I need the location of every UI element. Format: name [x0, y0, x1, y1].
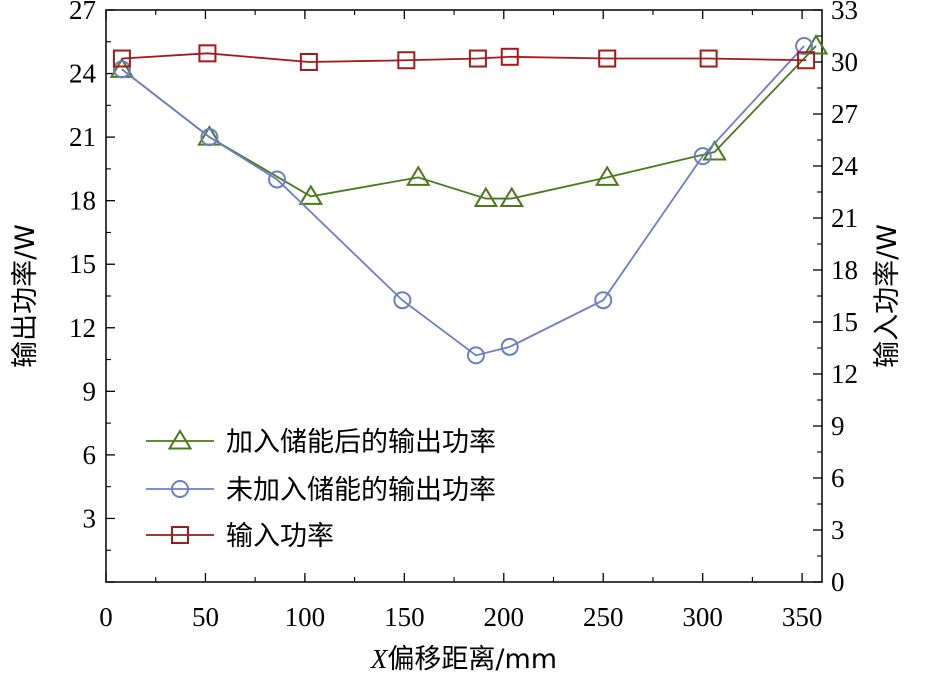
y-right-tick-label: 21: [831, 203, 858, 233]
y-right-tick-label: 9: [831, 411, 845, 441]
data-point: [500, 337, 519, 356]
x-tick-label: 200: [484, 602, 525, 632]
x-tick-label: 300: [682, 602, 723, 632]
legend-label: 输入功率: [226, 521, 334, 552]
ticks: [105, 9, 822, 583]
y-right-tick-label: 6: [831, 463, 845, 493]
legend-marker: [171, 526, 189, 544]
data-point: [594, 165, 620, 186]
data-point: [198, 44, 217, 63]
y-right-tick-label: 3: [831, 515, 845, 545]
series-layer: [109, 34, 829, 365]
x-tick-label: 50: [192, 602, 219, 632]
data-point: [468, 49, 487, 68]
x-axis-title: X偏移距离/mm: [370, 644, 557, 675]
y-right-tick-label: 30: [831, 47, 858, 77]
data-point: [112, 49, 131, 68]
data-point: [803, 34, 829, 55]
data-point: [473, 186, 499, 208]
series-line: [121, 45, 805, 357]
y-left-tick-label: 27: [69, 0, 96, 25]
y-left-tick-label: 3: [83, 503, 97, 533]
x-axis-title-rest: 偏移距离/mm: [387, 644, 557, 675]
y-right-tick-label: 12: [831, 359, 858, 389]
y-right-tick-label: 27: [831, 99, 858, 129]
x-tick-label: 100: [285, 602, 326, 632]
y-axis-left-title: 输出功率/W: [10, 224, 41, 368]
data-point: [598, 49, 617, 68]
tick-labels: 0 50 100 150 200 250 300 350 3 6 9 12 15 18 21 24 27 0 3 6 9…: [69, 0, 859, 632]
data-point: [693, 147, 712, 166]
x-tick-label: 350: [782, 602, 823, 632]
legend-label: 未加入储能的输出功率: [226, 475, 496, 506]
x-axis-variable: X: [370, 644, 389, 674]
y-left-tick-label: 9: [83, 376, 97, 406]
data-point: [405, 165, 431, 186]
data-point: [268, 170, 287, 189]
y-right-tick-label: 18: [831, 255, 858, 285]
series-circle: [112, 37, 814, 365]
data-point: [112, 60, 131, 79]
data-point: [499, 186, 524, 208]
y-right-tick-label: 24: [831, 151, 859, 181]
y-left-tick-label: 24: [69, 59, 97, 89]
y-left-tick-label: 6: [83, 440, 97, 470]
data-point: [466, 346, 485, 365]
legend-marker: [167, 429, 193, 450]
legend-item: 加入储能后的输出功率: [146, 427, 496, 458]
y-left-tick-label: 18: [69, 186, 96, 216]
x-tick-label: 0: [99, 602, 113, 632]
data-point: [594, 291, 613, 310]
legend-item: 输入功率: [146, 521, 334, 552]
y-left-tick-label: 21: [69, 122, 96, 152]
data-point: [393, 291, 412, 310]
series-square: [112, 44, 816, 71]
y-right-tick-label: 33: [831, 0, 858, 25]
data-point: [795, 37, 814, 56]
data-point: [397, 51, 416, 70]
x-tick-label: 150: [384, 602, 425, 632]
data-point: [200, 128, 219, 147]
series-triangle: [109, 34, 829, 208]
y-right-tick-label: 0: [831, 567, 845, 597]
series-line: [121, 45, 817, 200]
y-axis-right-title: 输入功率/W: [872, 224, 903, 368]
data-point: [797, 51, 816, 70]
series-line: [121, 52, 807, 63]
x-tick-label: 250: [583, 602, 624, 632]
legend-item: 未加入储能的输出功率: [146, 475, 496, 506]
y-left-tick-label: 15: [69, 249, 96, 279]
y-left-tick-label: 12: [69, 313, 96, 343]
data-point: [500, 47, 519, 66]
legend-label: 加入储能后的输出功率: [226, 427, 496, 458]
y-right-tick-label: 15: [831, 307, 858, 337]
data-point: [699, 49, 718, 68]
data-point: [298, 184, 324, 205]
data-point: [299, 53, 318, 71]
legend-marker: [171, 480, 189, 498]
